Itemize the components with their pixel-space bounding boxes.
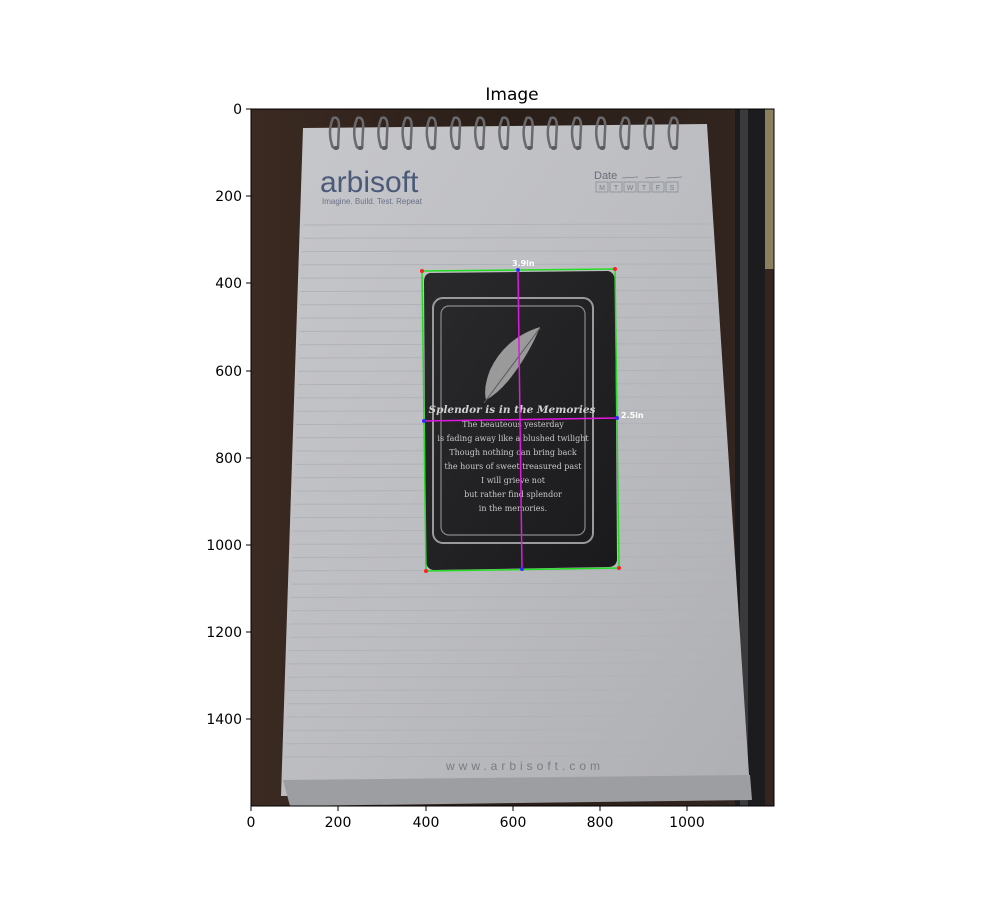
corner-points xyxy=(420,267,621,573)
x-tick-label: 800 xyxy=(587,815,614,831)
weekday-label: S xyxy=(670,185,675,192)
y-tick-label: 600 xyxy=(215,364,242,380)
y-tick-label: 1200 xyxy=(206,625,242,641)
height-label: 3.9in xyxy=(512,259,535,268)
footer-url: www.arbisoft.com xyxy=(445,759,604,773)
y-tick-label: 400 xyxy=(215,276,242,292)
x-tick-label: 1000 xyxy=(669,815,705,831)
date-label: Date xyxy=(594,170,617,182)
poem-line: in the memories. xyxy=(479,504,547,513)
spiral-binding xyxy=(328,116,680,150)
x-tick-label: 0 xyxy=(247,815,256,831)
feather-icon xyxy=(483,327,541,404)
y-tick-label: 1400 xyxy=(206,712,242,728)
x-tick-label: 200 xyxy=(325,815,352,831)
poem-line: the hours of sweet treasured past xyxy=(445,462,583,471)
figure-title: Image xyxy=(485,85,538,105)
y-tick-label: 0 xyxy=(233,102,242,118)
ruled-lines xyxy=(285,223,745,758)
y-tick-label: 1000 xyxy=(206,538,242,554)
y-axis: 0 200 400 600 800 1000 1200 1400 xyxy=(206,102,251,728)
poem-line: but rather find splendor xyxy=(464,490,562,499)
midpoints xyxy=(422,268,619,571)
brand-tagline: Imagine. Build. Test. Repeat xyxy=(322,197,423,206)
weekday-label: F xyxy=(656,185,660,192)
width-midline xyxy=(423,417,618,422)
x-tick-label: 600 xyxy=(500,815,527,831)
weekday-label: T xyxy=(614,185,619,192)
poem-line: Though nothing can bring back xyxy=(449,448,577,457)
brand-logo: arbisoft xyxy=(320,166,419,199)
y-tick-label: 800 xyxy=(215,451,242,467)
weekday-label: W xyxy=(627,185,634,192)
poem-line: I will grieve not xyxy=(481,476,546,485)
weekday-label: T xyxy=(642,185,647,192)
x-tick-label: 400 xyxy=(413,815,440,831)
card-heading: Splendor is in the Memories xyxy=(429,404,596,416)
photo: arbisoft Imagine. Build. Test. Repeat Da… xyxy=(251,109,774,806)
poem-line: is fading away like a blushed twilight xyxy=(437,434,589,443)
card-poem: The beauteous yesterday is fading away l… xyxy=(437,420,589,513)
y-tick-label: 200 xyxy=(215,189,242,205)
weekday-label: M xyxy=(599,185,605,192)
x-axis: 0 200 400 600 800 1000 xyxy=(247,806,705,831)
width-label: 2.5in xyxy=(621,411,644,420)
poem-line: The beauteous yesterday xyxy=(462,420,564,429)
